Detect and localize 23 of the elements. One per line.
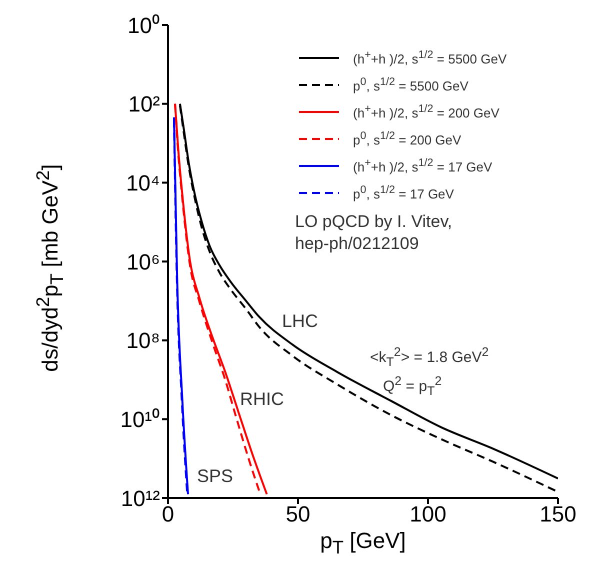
- y-tick-label: 10⁴: [126, 170, 160, 196]
- x-tick-label: 100: [410, 502, 446, 527]
- y-tick-label: 10⁶: [126, 249, 160, 274]
- y-tick-label: 10²: [128, 92, 160, 117]
- y-tick-label: 10⁸: [126, 328, 160, 354]
- y-tick-label: 10¹²: [120, 486, 160, 511]
- x-axis-title: p$_{T}$ [GeV]: [319, 528, 407, 558]
- x-tick-label: 0: [162, 502, 174, 527]
- annotation: LO pQCD by I. Vitev, hep-ph/0212109: [295, 211, 454, 256]
- annotation: RHIC: [240, 388, 285, 411]
- y-tick-label: 10⁰: [128, 12, 160, 38]
- legend-label: (h$^{+}$+h )/2, s$^{1/2}$ = 17 GeV: [353, 156, 492, 174]
- y-tick-label: 10¹⁰: [120, 406, 160, 432]
- legend-label: p$^{0}$, s$^{1/2}$ = 17 GeV: [353, 184, 454, 202]
- legend-label: p$^{0}$, s$^{1/2}$ = 200 GeV: [353, 130, 462, 148]
- legend-label: p$^{0}$, s$^{1/2}$ = 5500 GeV: [353, 76, 468, 94]
- legend-label: (h$^{+}$+h )/2, s$^{1/2}$ = 5500 GeV: [353, 48, 507, 66]
- annotation: SPS: [197, 465, 234, 488]
- x-tick-label: 50: [286, 502, 310, 527]
- annotation: LHC: [282, 310, 320, 333]
- legend-label: (h$^{+}$+h )/2, s$^{1/2}$ = 200 GeV: [353, 102, 500, 120]
- x-tick-label: 150: [540, 502, 576, 527]
- annotation: <k$_{T}$$^{2}$> = 1.8 GeV$^{2}$: [370, 344, 490, 370]
